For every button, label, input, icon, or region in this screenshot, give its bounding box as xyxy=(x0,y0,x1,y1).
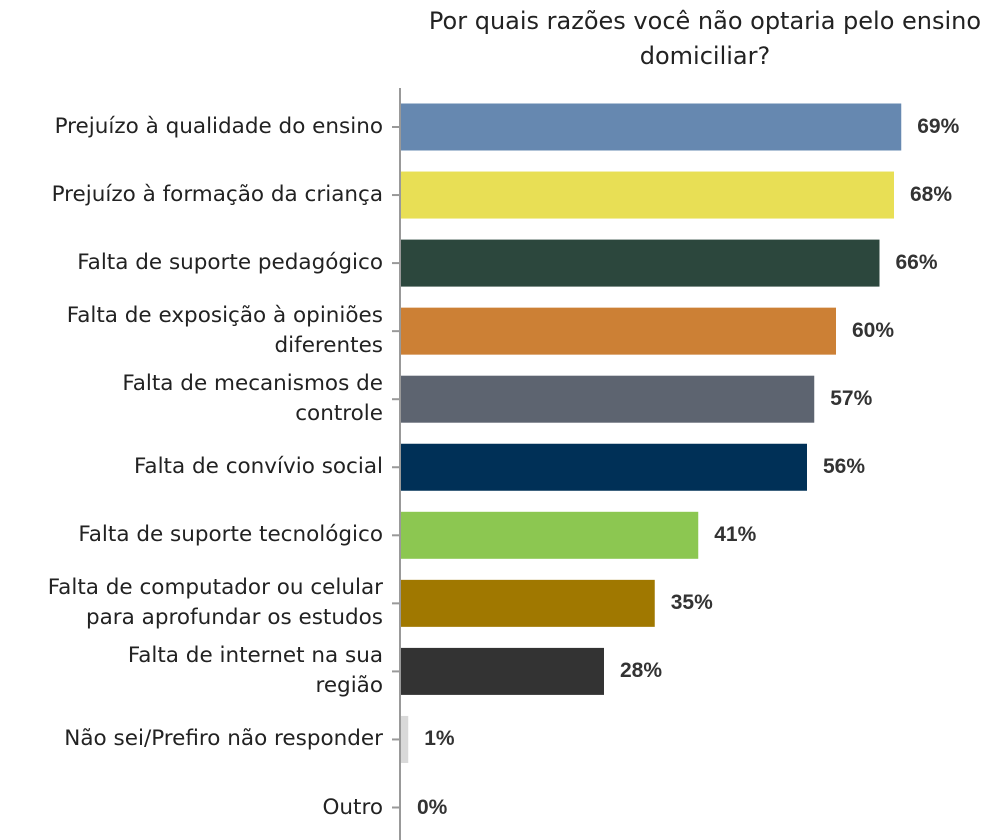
value-label: 35% xyxy=(670,591,713,615)
value-label: 69% xyxy=(917,115,960,138)
value-label: 60% xyxy=(852,319,895,343)
bar xyxy=(401,511,699,559)
bar xyxy=(401,171,894,219)
bar xyxy=(401,443,807,491)
value-label: 56% xyxy=(823,455,866,479)
y-tick-label: Prejuízo à formação da criança xyxy=(51,182,383,208)
value-label: 57% xyxy=(830,387,873,411)
value-label: 1% xyxy=(424,727,455,751)
y-tick-label: Falta de convívio social xyxy=(134,454,383,480)
value-label: 0% xyxy=(417,795,448,819)
y-tick-label: Não sei/Prefiro não responder xyxy=(64,726,383,752)
y-tick-label: Falta de computador ou celular para apro… xyxy=(47,575,383,631)
bar xyxy=(401,715,409,763)
value-label: 66% xyxy=(895,251,938,275)
y-tick-label: Falta de exposição à opiniões diferentes xyxy=(66,303,383,359)
value-label: 41% xyxy=(714,523,757,547)
bar xyxy=(401,647,604,695)
bar xyxy=(401,239,880,287)
y-tick-label: Falta de suporte pedagógico xyxy=(77,250,383,276)
chart-title: Por quais razões você não optaria pelo e… xyxy=(428,7,982,70)
y-tick-label: Falta de mecanismos de controle xyxy=(122,371,383,427)
bar xyxy=(401,103,902,151)
y-tick-label: Falta de suporte tecnológico xyxy=(78,522,383,548)
y-tick-label: Outro xyxy=(322,794,383,820)
y-tick-label: Prejuízo à qualidade do ensino xyxy=(54,114,383,139)
value-label: 28% xyxy=(620,659,663,683)
y-tick-label: Falta de internet na sua região xyxy=(127,643,383,699)
bar xyxy=(401,307,836,355)
bar xyxy=(401,579,655,627)
bar xyxy=(401,375,815,423)
value-label: 68% xyxy=(910,183,953,207)
